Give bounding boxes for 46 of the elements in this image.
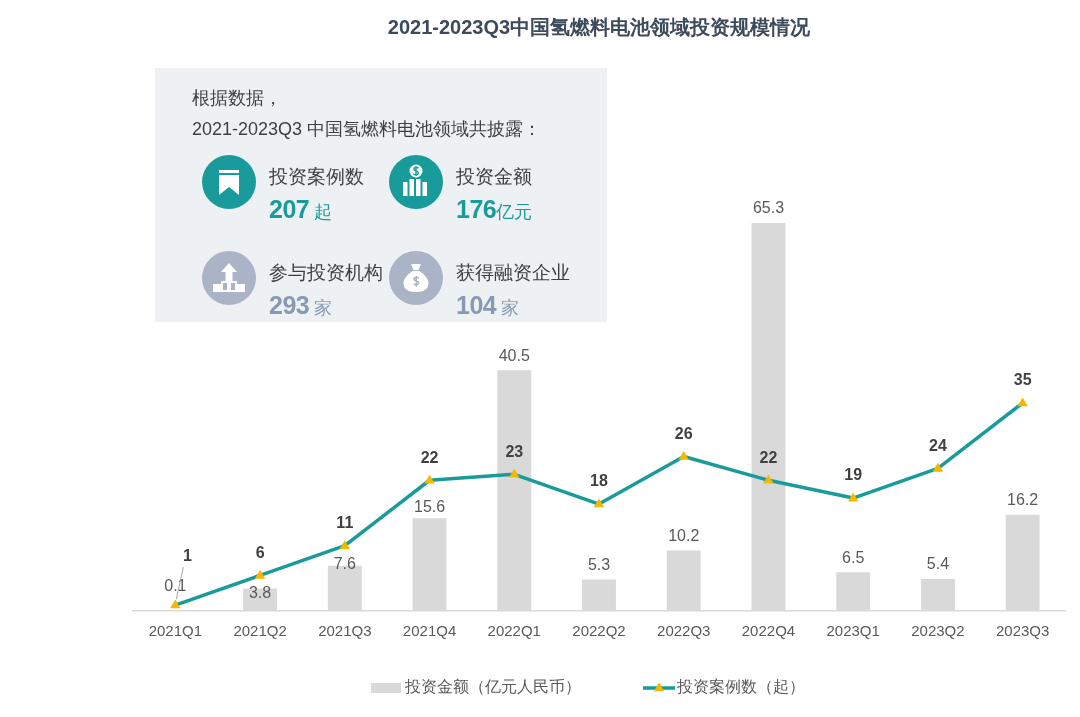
data-label: 23 xyxy=(505,442,524,460)
data-label: 10.2 xyxy=(668,526,700,544)
text: 投资案例数 xyxy=(269,166,364,188)
data-label: 19 xyxy=(844,466,863,484)
legend-label: 投资案例数（起） xyxy=(676,678,805,696)
data-label: 7.6 xyxy=(333,554,357,572)
text: 根据数据， xyxy=(192,87,282,109)
x-tick-label: 2022Q1 xyxy=(487,622,541,640)
data-label: 16.2 xyxy=(1007,491,1039,509)
data-label: 22 xyxy=(420,448,439,466)
data-label: 24 xyxy=(929,436,947,454)
x-tick-label: 2023Q1 xyxy=(826,622,880,640)
annotation: 176亿元 xyxy=(456,195,533,223)
legend-label: 投资金额（亿元人民币） xyxy=(404,678,581,696)
data-label: 40.5 xyxy=(498,346,530,364)
text: 2021-2023Q3 中国氢燃料电池领域共披露： xyxy=(192,118,542,140)
text: 投资金额 xyxy=(456,166,532,188)
annotation: 104 家 xyxy=(456,291,519,319)
data-label: 35 xyxy=(1013,371,1032,389)
data-label: 5.3 xyxy=(587,555,611,573)
x-tick-label: 2021Q2 xyxy=(233,622,287,640)
data-label: 65.3 xyxy=(752,199,785,217)
x-tick-label: 2021Q3 xyxy=(318,622,372,640)
data-label: 18 xyxy=(590,472,608,490)
data-label: 0.1 xyxy=(164,576,187,594)
data-label: 6 xyxy=(255,543,265,561)
data-label: 6.5 xyxy=(842,548,865,566)
x-tick-label: 2023Q2 xyxy=(911,622,965,640)
annotation: 207 起 xyxy=(269,195,332,223)
chart-title: 2021-2023Q3中国氢燃料电池领域投资规模情况 xyxy=(387,15,812,38)
x-tick-label: 2022Q4 xyxy=(741,622,796,640)
x-tick-label: 2023Q3 xyxy=(995,622,1050,640)
data-label: 3.8 xyxy=(248,584,272,602)
data-label: 1 xyxy=(182,547,192,565)
data-label: 26 xyxy=(674,424,693,442)
annotation: 参与投资机构 xyxy=(269,262,383,284)
x-tick-label: 2021Q4 xyxy=(402,622,457,640)
annotation: 293 家 xyxy=(269,291,332,319)
annotation: 获得融资企业 xyxy=(456,262,570,284)
data-label: 11 xyxy=(336,514,354,532)
data-label: 5.4 xyxy=(926,555,950,573)
x-tick-label: 2021Q1 xyxy=(148,622,203,640)
x-tick-label: 2022Q2 xyxy=(572,622,626,640)
data-label: 15.6 xyxy=(413,498,446,516)
x-tick-label: 2022Q3 xyxy=(657,622,711,640)
data-label: 22 xyxy=(759,448,778,466)
